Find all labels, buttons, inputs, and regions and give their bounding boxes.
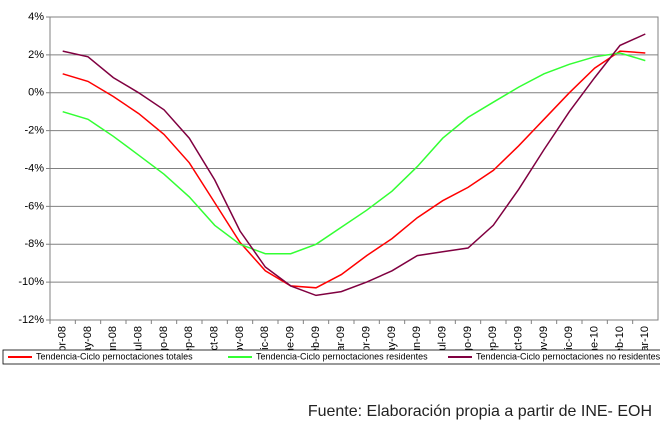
- series-line: [62, 50, 646, 289]
- source-note: Fuente: Elaboración propia a partir de I…: [308, 403, 652, 420]
- y-tick-label: -4%: [24, 162, 44, 174]
- y-tick-label: -6%: [24, 200, 44, 212]
- y-tick-label: -12%: [18, 314, 44, 326]
- y-tick-label: 2%: [28, 49, 44, 61]
- x-tick-label: oct-08: [209, 326, 221, 357]
- x-tick-label: dic-09: [563, 326, 575, 356]
- y-tick-label: 0%: [28, 87, 44, 99]
- y-tick-label: -8%: [24, 238, 44, 250]
- y-tick-label: -10%: [18, 276, 44, 288]
- x-tick-label: dic-08: [259, 326, 271, 356]
- legend-label: Tendencia-Ciclo pernoctaciones no reside…: [476, 351, 660, 361]
- y-tick-label: 4%: [28, 11, 44, 23]
- series-line: [62, 52, 646, 255]
- x-tick-label: feb-09: [310, 326, 322, 357]
- x-tick-label: oct-09: [513, 326, 525, 357]
- legend-label: Tendencia-Ciclo pernoctaciones totales: [36, 351, 193, 361]
- legend-label: Tendencia-Ciclo pernoctaciones residente…: [256, 351, 428, 361]
- y-tick-label: -2%: [24, 125, 44, 137]
- series-line: [62, 33, 646, 297]
- x-tick-label: feb-10: [614, 326, 626, 357]
- x-tick-label: jul-08: [133, 326, 145, 354]
- legend-box: [2, 349, 660, 365]
- x-tick-label: jul-09: [437, 326, 449, 354]
